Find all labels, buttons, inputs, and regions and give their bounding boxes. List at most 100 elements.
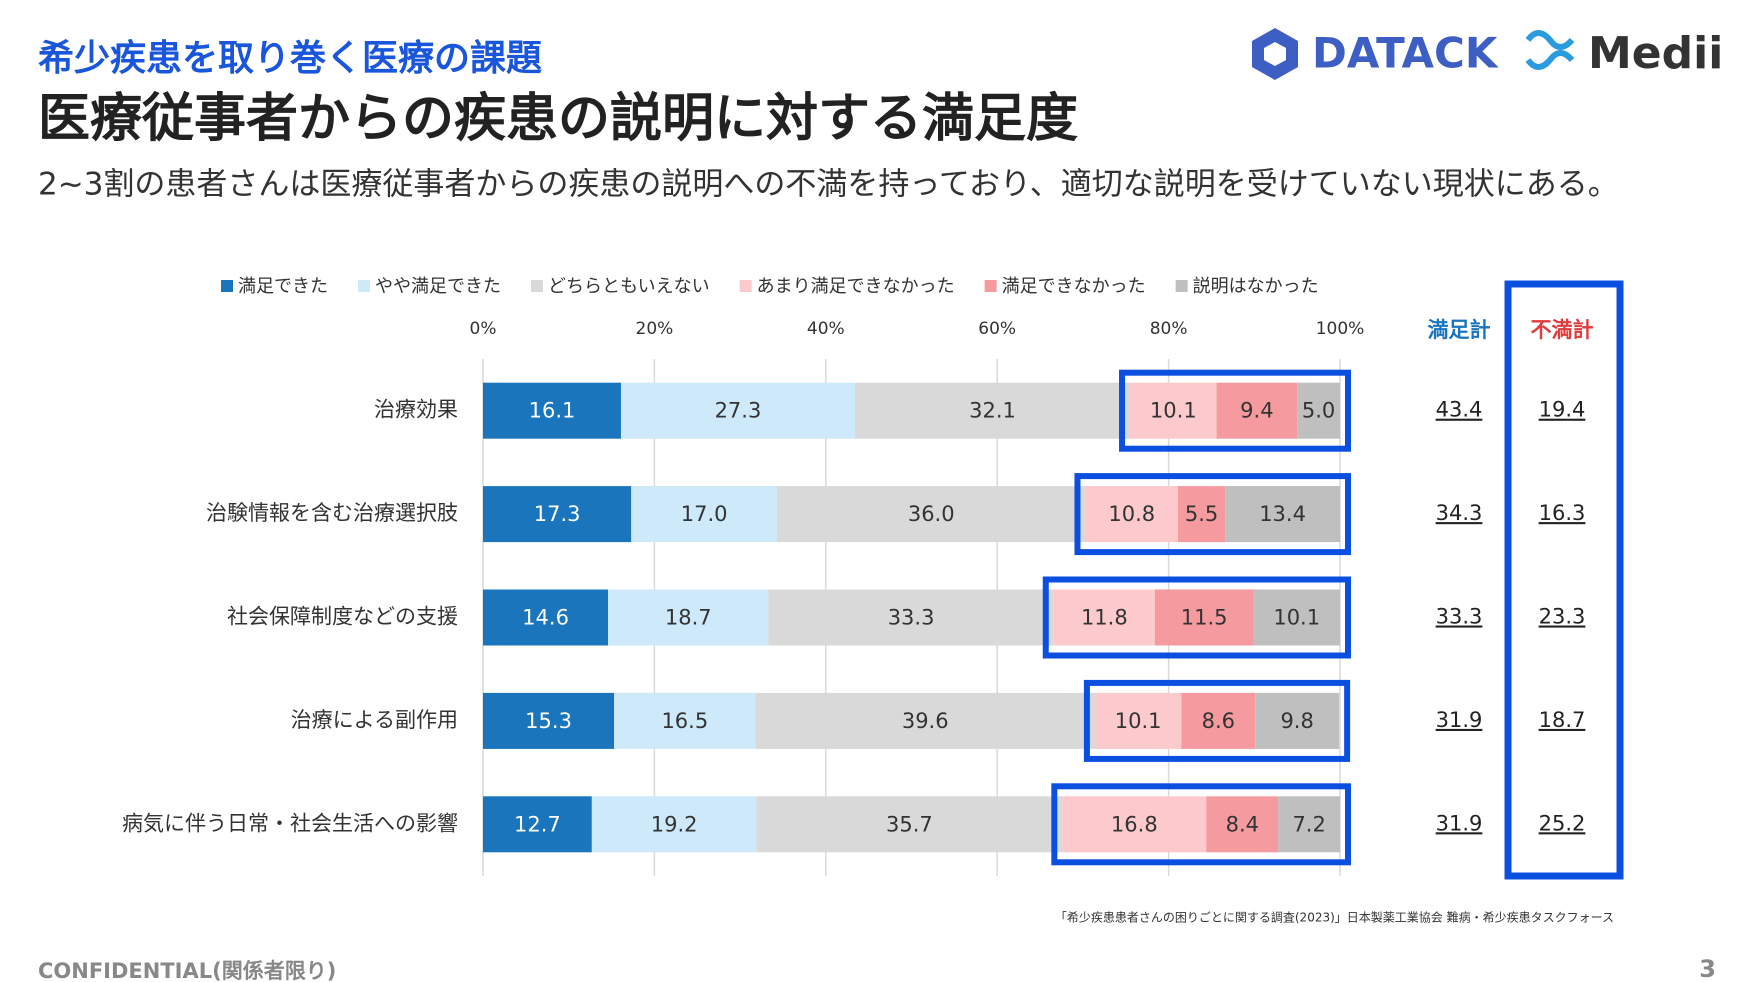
bar-segment <box>854 382 1131 439</box>
x-tick-label: 60% <box>978 319 1016 339</box>
bar-segment <box>1178 486 1226 543</box>
logo-medii: Medii <box>1525 28 1723 79</box>
data-label: 35.7 <box>886 812 933 836</box>
data-label: 8.6 <box>1202 709 1235 733</box>
logo-datack: DATACK <box>1252 28 1499 80</box>
x-tick-label: 100% <box>1316 319 1365 339</box>
data-label: 16.5 <box>661 709 708 733</box>
data-label: 9.8 <box>1280 709 1313 733</box>
total-value: 23.3 <box>1539 605 1586 629</box>
logo-text: DATACK <box>1312 29 1499 78</box>
logo-text: Medii <box>1588 28 1723 79</box>
legend-swatch <box>358 280 370 292</box>
data-label: 19.2 <box>651 812 698 836</box>
data-label: 7.2 <box>1292 812 1325 836</box>
bar-segment <box>1154 589 1254 646</box>
highlight-box <box>1074 473 1351 556</box>
x-tick-label: 20% <box>636 319 674 339</box>
total-value: 31.9 <box>1436 708 1483 732</box>
legend-swatch <box>531 280 543 292</box>
bar-segment <box>1206 796 1279 853</box>
legend-swatch <box>221 280 233 292</box>
bar-segment <box>483 382 621 439</box>
description: 2~3割の患者さんは医療従事者からの疾患の説明への不満を持っており、適切な説明を… <box>38 167 1619 203</box>
data-label: 39.6 <box>902 709 949 733</box>
data-label: 17.3 <box>534 502 581 526</box>
bar-segment <box>1225 486 1340 543</box>
highlight-box <box>1504 280 1624 880</box>
total-value: 31.9 <box>1436 811 1483 835</box>
bar-segment <box>591 796 757 853</box>
total-value: 43.4 <box>1436 398 1483 422</box>
category-label: 治験情報を含む治療選択肢 <box>206 501 458 525</box>
page-number: 3 <box>1699 955 1716 982</box>
data-label: 32.1 <box>969 399 1016 423</box>
total-header: 満足計 <box>1428 318 1491 342</box>
data-label: 10.1 <box>1150 399 1197 423</box>
legend-swatch <box>984 280 997 292</box>
legend-label: 説明はなかった <box>1193 276 1319 297</box>
bar-segment <box>1130 382 1217 439</box>
bar-segment <box>776 486 1086 543</box>
bar-segment <box>483 796 592 853</box>
data-label: 33.3 <box>888 606 935 630</box>
bar-segment <box>1278 796 1340 853</box>
bar-segment <box>1062 796 1207 853</box>
highlight-box <box>1042 576 1351 659</box>
legend-label: どちらともいえない <box>548 276 710 297</box>
data-label: 10.8 <box>1108 502 1155 526</box>
data-label: 8.4 <box>1226 812 1259 836</box>
bar-segment <box>631 486 777 543</box>
data-label: 11.5 <box>1181 606 1228 630</box>
bar-segment <box>1216 382 1298 439</box>
bar-segment <box>768 589 1054 646</box>
data-label: 18.7 <box>665 606 712 630</box>
data-label: 10.1 <box>1273 606 1320 630</box>
category-label: 社会保障制度などの支援 <box>227 605 458 629</box>
bar-segment <box>755 692 1095 749</box>
legend-swatch <box>1175 280 1188 292</box>
highlight-box <box>1119 369 1352 452</box>
data-label: 5.0 <box>1302 399 1335 423</box>
x-tick-label: 0% <box>470 319 497 339</box>
total-value: 34.3 <box>1436 501 1483 525</box>
highlight-box <box>1051 783 1352 866</box>
data-label: 11.8 <box>1081 606 1128 630</box>
data-label: 17.0 <box>681 502 728 526</box>
total-value: 19.4 <box>1539 398 1586 422</box>
data-label: 5.5 <box>1185 502 1218 526</box>
bar-segment <box>756 796 1063 853</box>
legend-label: 満足できた <box>238 276 328 297</box>
data-label: 27.3 <box>715 399 762 423</box>
x-tick-label: 40% <box>807 319 845 339</box>
bar-segment <box>1297 382 1340 439</box>
data-label: 10.1 <box>1115 709 1162 733</box>
bar-segment <box>1181 692 1256 749</box>
bar-segment <box>483 692 615 749</box>
bar-segment <box>1085 486 1179 543</box>
total-value: 33.3 <box>1436 605 1483 629</box>
bar-segment <box>608 589 769 646</box>
kicker: 希少疾患を取り巻く医療の課題 <box>38 38 542 79</box>
total-value: 25.2 <box>1539 811 1586 835</box>
data-label: 16.1 <box>529 399 576 423</box>
bar-segment <box>1255 692 1340 749</box>
legend-label: やや満足できた <box>375 276 501 297</box>
total-header: 不満計 <box>1531 318 1594 342</box>
slide-title: 医療従事者からの疾患の説明に対する満足度 <box>38 89 1078 149</box>
highlight-box <box>1083 679 1351 762</box>
category-label: 病気に伴う日常・社会生活への影響 <box>122 811 458 835</box>
logo-icon <box>1525 30 1575 70</box>
total-value: 16.3 <box>1539 501 1586 525</box>
total-value: 18.7 <box>1539 708 1586 732</box>
source: 「希少疾患患者さんの困りごとに関する調査(2023)」日本製薬工業協会 難病・希… <box>1055 910 1614 925</box>
bar-segment <box>483 589 609 646</box>
data-label: 13.4 <box>1259 502 1306 526</box>
category-label: 治療効果 <box>374 398 458 422</box>
bar-segment <box>1253 589 1340 646</box>
x-tick-label: 80% <box>1150 319 1188 339</box>
data-label: 9.4 <box>1240 399 1273 423</box>
bar-segment <box>483 486 632 543</box>
bar-segment <box>1053 589 1155 646</box>
